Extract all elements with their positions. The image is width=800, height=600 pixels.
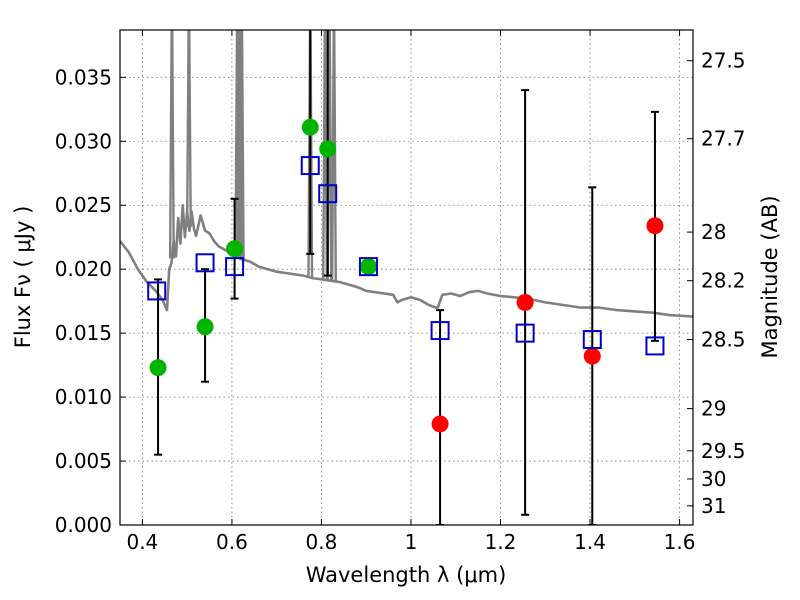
data-point <box>359 258 377 276</box>
y-tick-label: 0.020 <box>55 257 112 281</box>
y2-axis-label: Magnitude (AB) <box>758 195 782 358</box>
y-tick-label: 0.005 <box>55 449 112 473</box>
model-square <box>147 281 167 301</box>
y2-tick-label: 29.5 <box>701 439 746 463</box>
model-spectrum <box>120 30 693 318</box>
y2-tick-label: 28 <box>701 220 726 244</box>
model-square <box>300 156 320 176</box>
y2-tick-label: 27.5 <box>701 49 746 73</box>
emission-line <box>330 30 337 282</box>
model-square <box>582 330 602 350</box>
y-tick-label: 0.030 <box>55 129 112 153</box>
error-bars <box>154 30 659 525</box>
y2-tick-label: 28.5 <box>701 328 746 352</box>
y2-tick-label: 27.7 <box>701 127 746 151</box>
data-point <box>516 293 534 311</box>
x-tick-label: 1.4 <box>574 530 606 554</box>
model-square <box>195 253 215 273</box>
data-point <box>583 347 601 365</box>
y-axis-label: Flux Fν ( μJy ) <box>11 206 35 349</box>
data-point <box>196 318 214 336</box>
model-square <box>225 257 245 277</box>
y2-tick-label: 29 <box>701 397 726 421</box>
emission-line <box>185 30 192 227</box>
data-point <box>431 415 449 433</box>
axis-ticks: 0.4 0.6 0.8 1 1.2 1.4 1.6 0.000 0.005 0.010 0.015 0… <box>55 30 746 554</box>
x-tick-label: 0.8 <box>306 530 338 554</box>
model-square <box>515 323 535 343</box>
x-tick-label: 1.6 <box>664 530 696 554</box>
x-tick-label: 0.4 <box>126 530 158 554</box>
x-tick-label: 1.2 <box>485 530 517 554</box>
data-point <box>226 240 244 258</box>
x-tick-label: 0.6 <box>216 530 248 554</box>
emission-line <box>168 30 175 259</box>
model-square <box>645 336 665 356</box>
y-tick-label: 0.010 <box>55 385 112 409</box>
model-square <box>358 257 378 277</box>
model-square <box>318 184 338 204</box>
data-markers <box>147 118 665 433</box>
y2-tick-label: 30 <box>701 467 726 491</box>
model-square <box>430 321 450 341</box>
plot-frame <box>119 29 694 526</box>
y-tick-label: 0.025 <box>55 193 112 217</box>
x-tick-label: 1 <box>405 530 418 554</box>
emission-line <box>238 30 245 260</box>
x-axis-label: Wavelength λ (μm) <box>306 563 507 587</box>
emission-line <box>307 30 314 278</box>
y-tick-label: 0.035 <box>55 65 112 89</box>
emission-line <box>322 30 329 280</box>
data-point <box>646 217 664 235</box>
data-point <box>149 359 167 377</box>
y-tick-label: 0.000 <box>55 513 112 537</box>
y2-tick-label: 28.2 <box>701 269 746 293</box>
data-point <box>319 140 337 158</box>
y-tick-label: 0.015 <box>55 321 112 345</box>
y2-tick-label: 31 <box>701 494 726 518</box>
data-point <box>301 118 319 136</box>
